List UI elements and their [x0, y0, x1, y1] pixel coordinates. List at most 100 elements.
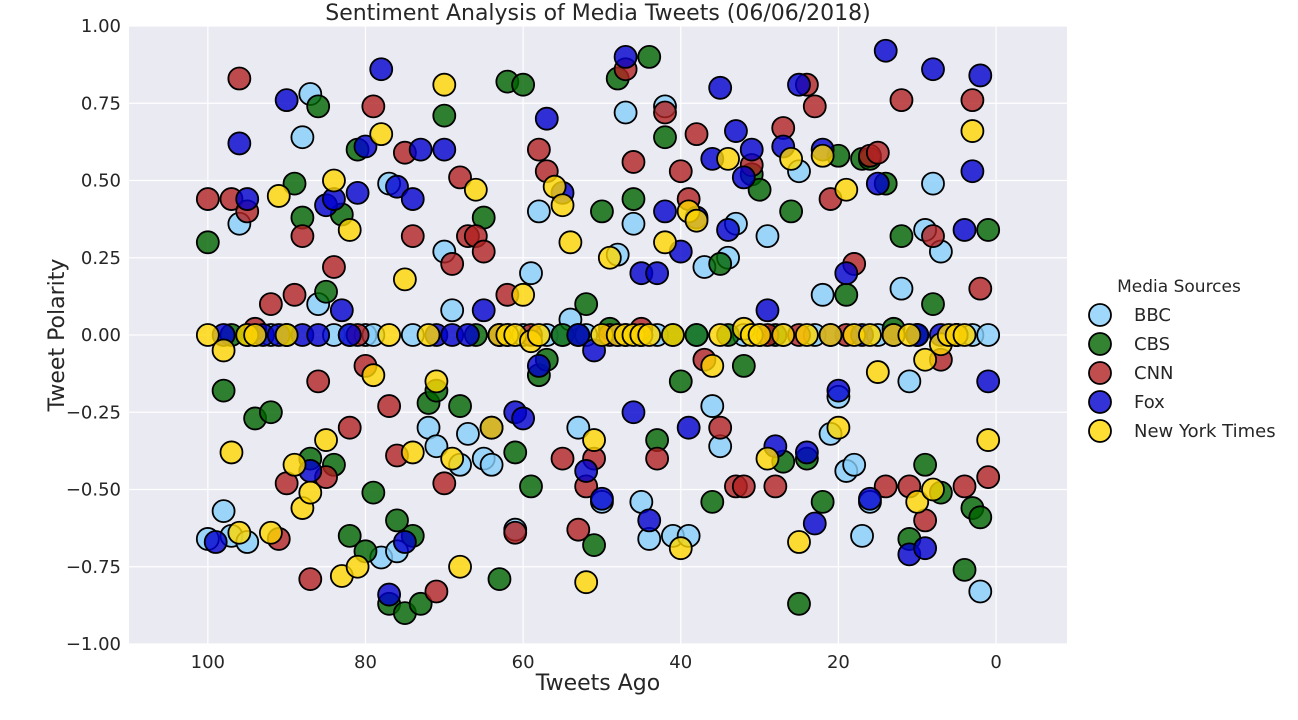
- legend-marker: [1088, 332, 1112, 356]
- data-point: [668, 369, 693, 394]
- data-point: [700, 489, 725, 514]
- data-point: [440, 446, 465, 471]
- data-point: [306, 369, 331, 394]
- data-point: [526, 323, 551, 347]
- data-point: [471, 239, 496, 264]
- data-point: [621, 211, 646, 236]
- data-point: [968, 276, 993, 301]
- data-point: [755, 446, 780, 471]
- data-point: [274, 88, 299, 113]
- data-point: [526, 199, 551, 224]
- data-point: [960, 88, 985, 113]
- data-point: [858, 323, 882, 347]
- data-point: [976, 428, 1001, 452]
- data-point: [519, 261, 543, 286]
- y-tick-label: 0.25: [81, 248, 121, 269]
- data-point: [897, 323, 922, 347]
- data-point: [345, 180, 370, 205]
- data-point: [392, 267, 417, 292]
- data-point: [684, 208, 709, 233]
- data-point: [834, 282, 859, 307]
- data-point: [456, 421, 480, 446]
- data-point: [708, 323, 733, 347]
- data-point: [842, 452, 867, 477]
- data-point: [432, 72, 457, 97]
- data-point: [385, 174, 409, 199]
- legend-marker: [1088, 303, 1112, 327]
- data-point: [787, 591, 811, 616]
- data-point: [731, 474, 756, 499]
- data-point: [290, 125, 315, 150]
- legend-label: BBC: [1134, 305, 1171, 326]
- legend-marker: [1088, 390, 1112, 414]
- data-point: [739, 137, 764, 162]
- data-point: [779, 146, 804, 171]
- data-point: [779, 199, 804, 224]
- legend: Media Sources BBC CBS CNN Fox New York Times: [1088, 277, 1276, 443]
- data-point: [858, 486, 882, 511]
- data-point: [424, 434, 449, 459]
- y-axis-label: Tweet Polarity: [45, 259, 70, 413]
- data-point: [787, 72, 811, 97]
- data-point: [235, 187, 260, 211]
- data-point: [810, 282, 835, 307]
- legend-marker: [1088, 419, 1112, 443]
- data-point: [282, 282, 307, 307]
- data-point: [645, 446, 670, 471]
- data-point: [597, 245, 622, 270]
- x-tick-label: 40: [669, 652, 692, 673]
- data-point: [952, 218, 977, 242]
- data-point: [810, 143, 835, 168]
- data-point: [448, 394, 472, 418]
- data-point: [826, 378, 851, 403]
- data-point: [755, 298, 780, 323]
- data-point: [258, 292, 283, 317]
- data-point: [400, 440, 425, 465]
- data-point: [889, 88, 914, 113]
- data-point: [700, 353, 725, 378]
- data-point: [747, 323, 772, 347]
- data-point: [755, 224, 780, 249]
- data-point: [369, 122, 394, 147]
- data-point: [290, 224, 315, 249]
- data-point: [574, 292, 599, 317]
- data-point: [865, 140, 890, 165]
- data-point: [227, 520, 252, 545]
- data-point: [219, 440, 244, 465]
- data-point: [400, 224, 425, 249]
- legend-label: New York Times: [1134, 421, 1276, 442]
- y-tick-label: −0.50: [66, 480, 121, 501]
- data-point: [306, 94, 331, 119]
- data-point: [637, 45, 662, 69]
- data-point: [582, 533, 606, 558]
- data-point: [329, 298, 354, 323]
- data-point: [377, 323, 402, 347]
- data-point: [211, 499, 236, 524]
- data-point: [337, 218, 362, 242]
- data-point: [794, 323, 819, 347]
- data-point: [361, 480, 386, 505]
- data-point: [976, 465, 1001, 490]
- data-point: [834, 177, 859, 202]
- data-point: [361, 94, 386, 119]
- y-tick-label: −1.00: [66, 634, 121, 655]
- x-tick-label: 0: [990, 652, 1001, 673]
- data-point: [818, 323, 843, 347]
- data-point: [448, 165, 472, 190]
- data-point: [322, 168, 346, 193]
- x-axis-label: Tweets Ago: [535, 671, 660, 696]
- data-point: [298, 480, 323, 505]
- data-point: [613, 100, 638, 125]
- data-point: [227, 131, 252, 156]
- data-point: [227, 66, 252, 91]
- data-point: [337, 415, 362, 440]
- x-tick-label: 60: [512, 652, 535, 673]
- data-point: [668, 536, 693, 561]
- data-point: [432, 471, 457, 496]
- data-point: [637, 508, 662, 533]
- data-point: [590, 486, 614, 511]
- data-point: [952, 474, 977, 499]
- data-point: [471, 298, 496, 323]
- data-point: [952, 323, 977, 347]
- data-point: [653, 230, 677, 255]
